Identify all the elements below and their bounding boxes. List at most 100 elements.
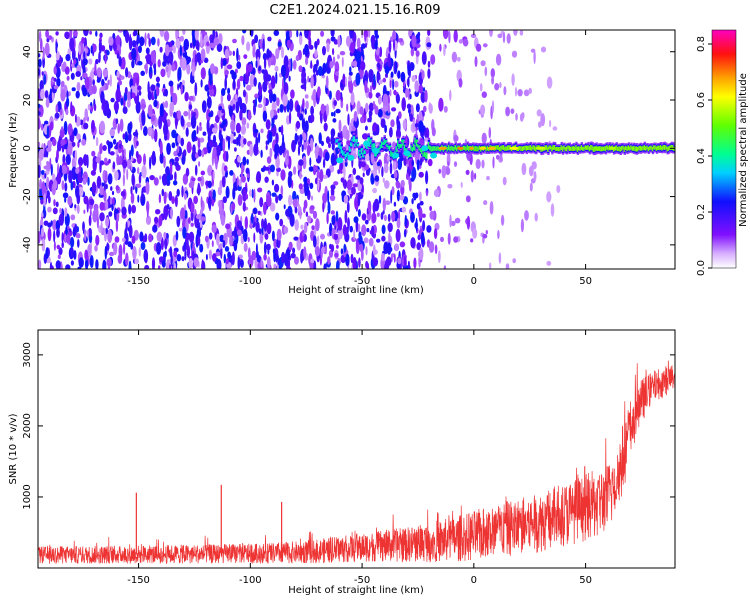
speckle-blob — [249, 74, 255, 88]
speckle-blob — [368, 91, 373, 99]
speckle-blob — [155, 76, 160, 83]
tone-segment — [388, 145, 392, 151]
speckle-blob — [70, 101, 73, 113]
speckle-blob — [180, 35, 184, 42]
speckle-blob — [112, 161, 116, 170]
speckle-blob — [342, 224, 347, 237]
speckle-blob — [325, 168, 331, 178]
speckle-blob — [171, 129, 177, 139]
speckle-blob — [505, 263, 510, 269]
speckle-blob — [519, 113, 524, 122]
tone-segment — [604, 146, 608, 152]
y-tick-label: 3000 — [22, 342, 33, 367]
speckle-blob — [200, 67, 206, 80]
speckle-blob — [454, 217, 461, 224]
speckle-blob — [95, 156, 101, 163]
speckle-blob — [153, 63, 157, 70]
speckle-blob — [292, 198, 298, 207]
speckle-blob — [379, 46, 383, 58]
speckle-blob — [158, 214, 163, 227]
speckle-blob — [68, 228, 72, 233]
speckle-blob — [394, 243, 399, 252]
speckle-blob — [118, 244, 123, 258]
speckle-blob — [55, 260, 61, 269]
speckle-blob — [390, 71, 394, 78]
speckle-blob — [266, 243, 271, 251]
speckle-blob — [287, 174, 292, 189]
tone-segment — [555, 146, 558, 151]
speckle-blob — [253, 188, 256, 203]
speckle-blob — [263, 241, 267, 256]
speckle-blob — [517, 89, 523, 97]
speckle-blob — [334, 252, 339, 258]
speckle-blob — [226, 93, 231, 102]
speckle-blob — [411, 198, 414, 205]
speckle-blob — [269, 147, 273, 158]
speckle-blob — [447, 161, 450, 166]
speckle-blob — [159, 30, 165, 38]
tone-segment — [560, 145, 563, 150]
speckle-blob — [163, 122, 169, 137]
speckle-blob — [264, 233, 269, 240]
speckle-blob — [53, 241, 56, 251]
speckle-blob — [130, 163, 133, 171]
speckle-blob — [127, 241, 132, 248]
speckle-blob — [384, 263, 388, 269]
speckle-blob — [292, 190, 297, 202]
speckle-blob — [350, 91, 355, 106]
speckle-blob — [176, 254, 182, 262]
speckle-blob — [222, 240, 226, 248]
speckle-blob — [243, 138, 247, 145]
speckle-blob — [120, 190, 126, 197]
speckle-blob — [229, 236, 233, 247]
speckle-blob — [344, 210, 348, 224]
speckle-blob — [137, 45, 142, 54]
speckle-blob — [420, 231, 425, 245]
tone-segment — [390, 150, 393, 157]
speckle-blob — [92, 43, 97, 53]
snr-line — [38, 360, 675, 565]
speckle-blob — [163, 231, 167, 239]
speckle-blob — [350, 105, 353, 112]
speckle-blob — [295, 120, 301, 129]
speckle-blob — [38, 230, 41, 244]
speckle-blob — [301, 144, 304, 153]
x-tick-label: -150 — [127, 575, 150, 586]
tone-segment — [618, 146, 621, 152]
speckle-blob — [114, 236, 120, 243]
speckle-blob — [369, 85, 373, 94]
speckle-blob — [492, 156, 495, 169]
speckle-blob — [75, 185, 80, 199]
speckle-blob — [296, 104, 301, 114]
speckle-blob — [83, 30, 89, 37]
speckle-blob — [344, 76, 348, 88]
speckle-blob — [65, 154, 71, 166]
speckle-blob — [87, 103, 91, 111]
speckle-blob — [54, 112, 60, 119]
tone-segment — [651, 146, 655, 152]
speckle-blob — [360, 60, 366, 71]
tone-segment — [494, 145, 498, 151]
speckle-blob — [495, 53, 502, 66]
speckle-blob — [298, 65, 303, 73]
tone-segment — [643, 144, 647, 151]
speckle-blob — [60, 89, 66, 102]
speckle-blob — [112, 138, 117, 145]
speckle-blob — [216, 43, 223, 52]
tone-segment — [397, 140, 400, 147]
speckle-blob — [47, 140, 52, 150]
speckle-blob — [299, 170, 302, 180]
speckle-blob — [301, 229, 305, 237]
speckle-blob — [143, 153, 146, 166]
speckle-blob — [269, 164, 275, 173]
speckle-blob — [200, 170, 205, 176]
speckle-blob — [367, 262, 370, 269]
speckle-blob — [323, 110, 328, 123]
speckle-blob — [397, 158, 403, 171]
speckle-blob — [538, 121, 542, 128]
speckle-blob — [164, 88, 168, 97]
speckle-blob — [420, 131, 424, 138]
speckle-blob — [242, 201, 246, 212]
speckle-blob — [304, 222, 308, 234]
tone-segment — [343, 151, 346, 156]
